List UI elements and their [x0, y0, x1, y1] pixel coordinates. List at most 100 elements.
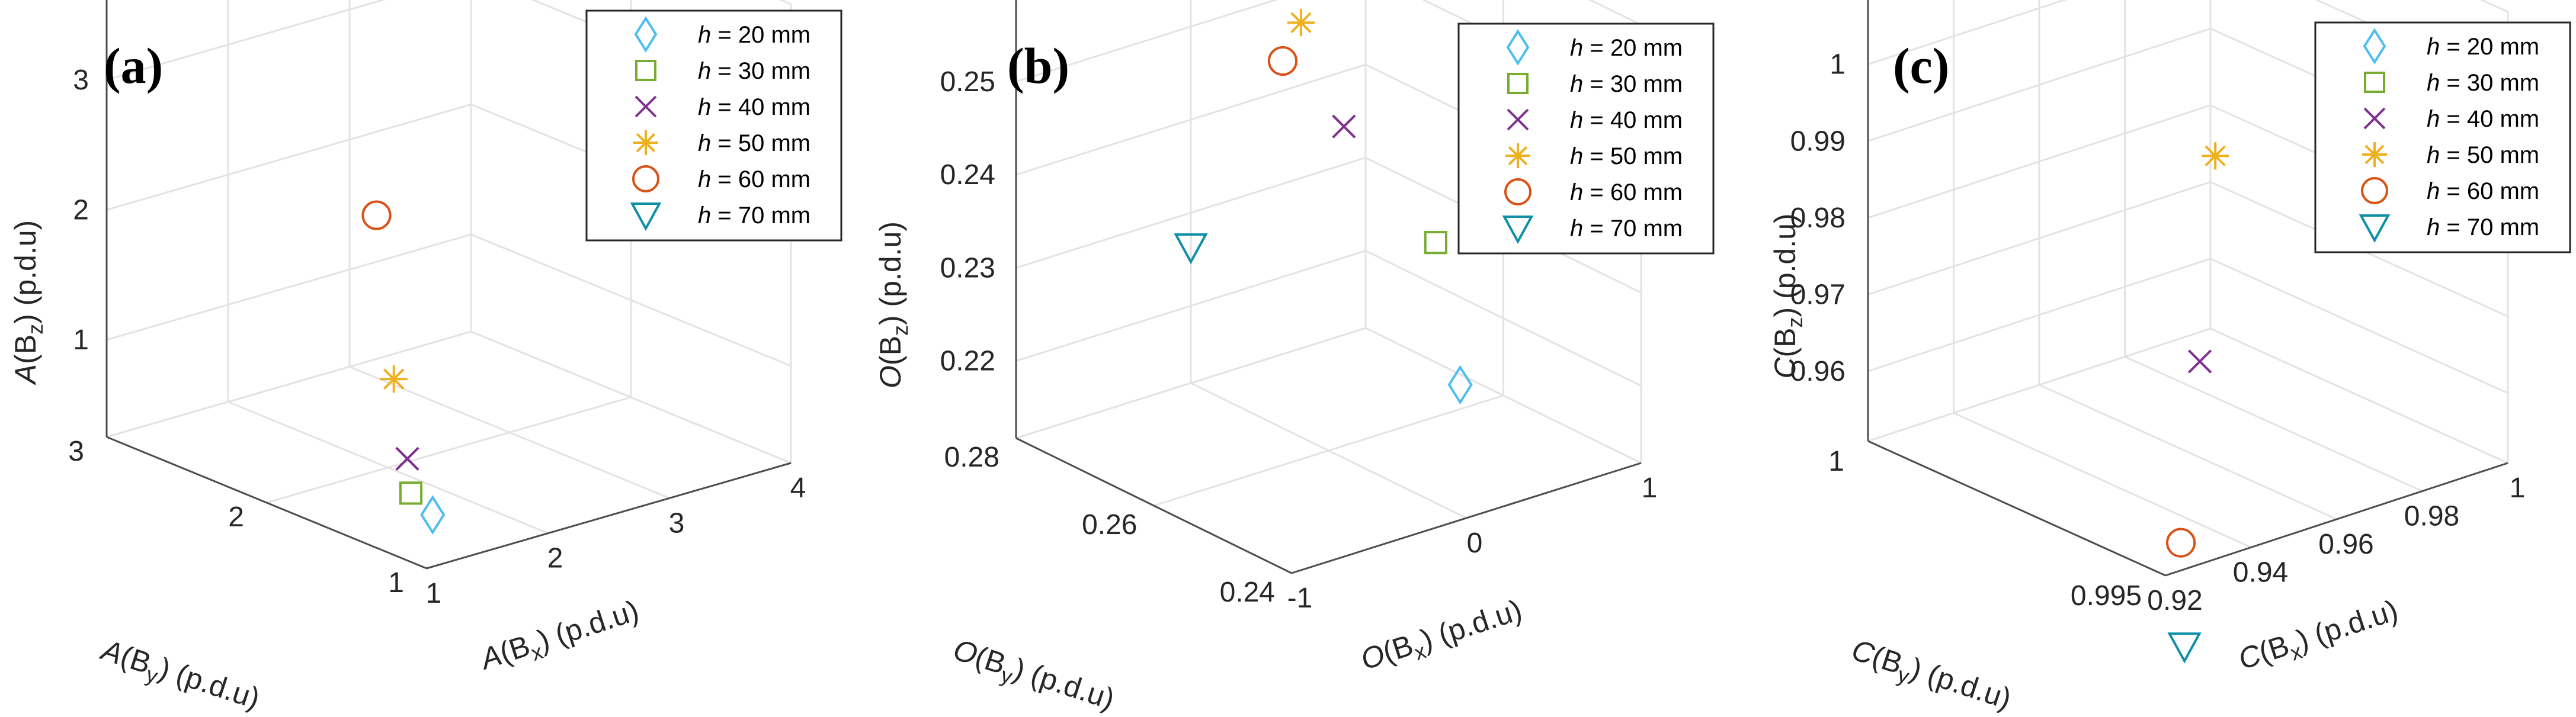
legend-marker-triangle-down — [630, 202, 662, 232]
legend-marker-circle — [2361, 177, 2388, 204]
data-point-square — [1424, 231, 1447, 255]
z-axis-label: C(Bz) (p.d.u) — [1768, 213, 1807, 378]
legend-item: h = 70 mm — [1502, 216, 1683, 245]
x-tick-label: 2 — [547, 543, 563, 574]
x-tick-label: 0.96 — [2318, 529, 2373, 560]
z-tick-label: 0.99 — [1790, 126, 1846, 157]
x-axis-line — [426, 462, 792, 570]
panel-2: -1 0 1 0.24 0.26 0.28 0.22 0.23 0.24 0.25 O(Bx) (p… — [874, 0, 1715, 717]
legend-label: h = 20 mm — [698, 22, 810, 48]
legend-label: h = 40 mm — [2427, 106, 2539, 132]
legend: h = 20 mm h = 30 mm h = 40 mm h = 50 mm h = … — [1457, 22, 1715, 255]
legend-label: h = 30 mm — [1570, 71, 1683, 97]
legend-item: h = 20 mm — [634, 16, 810, 53]
x-tick-label: 1 — [2510, 472, 2526, 504]
x-axis-label: C(Bx) (p.d.u) — [2234, 593, 2404, 681]
legend-label: h = 40 mm — [698, 94, 810, 120]
x-axis-label: O(Bx) (p.d.u) — [1357, 593, 1527, 681]
z-tick-label: 0.98 — [1790, 202, 1846, 234]
legend-item: h = 60 mm — [632, 165, 810, 192]
legend-item: h = 20 mm — [2363, 28, 2539, 65]
legend-item: h = 40 mm — [635, 94, 810, 120]
legend-label: h = 40 mm — [1570, 107, 1683, 133]
legend-label: h = 30 mm — [2427, 70, 2539, 96]
legend-label: h = 50 mm — [1570, 143, 1683, 169]
data-points — [361, 200, 446, 535]
legend-marker-diamond — [2363, 28, 2386, 65]
data-point-square — [399, 481, 423, 505]
legend-marker-asterisk — [633, 130, 658, 155]
legend-marker-x — [1507, 108, 1529, 131]
data-point-circle — [361, 200, 392, 230]
legend-item: h = 50 mm — [633, 130, 810, 156]
legend-label: h = 70 mm — [698, 202, 810, 229]
y-tick-label: 0.26 — [1082, 509, 1137, 541]
z-tick-label: 1 — [73, 324, 89, 356]
legend-marker-asterisk — [2362, 142, 2387, 167]
x-tick-label: 0.92 — [2147, 585, 2202, 616]
data-point-circle — [2165, 528, 2196, 558]
data-point-diamond — [420, 495, 446, 535]
legend-item: h = 30 mm — [2364, 70, 2539, 96]
y-tick-label: 2 — [228, 501, 244, 533]
y-axis-label: A(By) (p.d.u) — [95, 633, 264, 717]
axes — [105, 0, 792, 570]
legend-marker-diamond — [1506, 29, 1530, 66]
legend-label: h = 20 mm — [1570, 35, 1683, 61]
data-point-asterisk — [2202, 142, 2229, 170]
legend-item: h = 60 mm — [1504, 178, 1683, 205]
axes — [1015, 0, 1642, 574]
y-axis-label: O(By) (p.d.u) — [948, 633, 1119, 717]
data-point-triangle-down — [1174, 233, 1208, 265]
legend-item: h = 30 mm — [635, 58, 810, 84]
legend-marker-square — [1507, 73, 1529, 94]
legend-label: h = 70 mm — [1570, 216, 1683, 242]
data-point-circle — [1267, 46, 1298, 76]
data-points — [1174, 9, 1473, 405]
z-axis-label: O(Bz) (p.d.u) — [874, 221, 912, 388]
z-tick-label: 3 — [73, 65, 89, 96]
data-point-x — [1332, 114, 1356, 139]
y-tick-label: 0.24 — [1220, 577, 1275, 608]
data-point-triangle-down — [2167, 632, 2202, 664]
x-axis-line — [1291, 462, 1642, 574]
legend-marker-circle — [632, 165, 659, 192]
legend-marker-diamond — [634, 16, 658, 53]
x-tick-label: 1 — [426, 578, 442, 609]
legend-item: h = 50 mm — [2362, 142, 2539, 168]
legend: h = 20 mm h = 30 mm h = 40 mm h = 50 mm h = … — [585, 9, 842, 242]
legend-label: h = 30 mm — [698, 58, 810, 84]
legend-label: h = 60 mm — [2427, 178, 2539, 204]
data-point-asterisk — [380, 365, 408, 393]
data-point-x — [2187, 349, 2212, 374]
x-tick-label: 0 — [1467, 528, 1483, 559]
y-tick-label: 3 — [68, 436, 84, 467]
legend-marker-square — [2364, 72, 2385, 93]
panel-label: (b) — [1007, 37, 1069, 94]
z-tick-label: 2 — [73, 194, 89, 226]
x-tick-label: 3 — [669, 507, 685, 539]
data-point-x — [395, 446, 419, 471]
legend-item: h = 70 mm — [630, 202, 810, 232]
legend-label: h = 70 mm — [2427, 214, 2539, 240]
y-tick-label: 0.28 — [944, 442, 999, 473]
z-axis-label: A(Bz) (p.d.u) — [9, 220, 47, 385]
legend-label: h = 50 mm — [698, 130, 810, 156]
y-tick-label: 1 — [388, 567, 404, 599]
y-axis-line — [106, 436, 427, 570]
legend-item: h = 50 mm — [1505, 143, 1683, 169]
x-tick-label: 1 — [1642, 472, 1658, 504]
legend-label: h = 60 mm — [698, 166, 810, 192]
x-axis-label: A(Bx) (p.d.u) — [475, 593, 645, 681]
legend-label: h = 60 mm — [1570, 179, 1683, 205]
panel-3: 0.92 0.94 0.96 0.98 1 0.995 1 0.96 0.97 0.98 0.99 1… — [1768, 0, 2571, 716]
y-axis-line — [1867, 440, 2166, 577]
panel-label: (a) — [104, 37, 163, 94]
legend-marker-x — [635, 95, 657, 118]
legend-marker-triangle-down — [1502, 216, 1534, 245]
legend-item: h = 70 mm — [2359, 214, 2539, 243]
z-tick-label: 1 — [1830, 49, 1846, 81]
legend-marker-circle — [1504, 178, 1531, 205]
x-axis-line — [2165, 462, 2508, 577]
